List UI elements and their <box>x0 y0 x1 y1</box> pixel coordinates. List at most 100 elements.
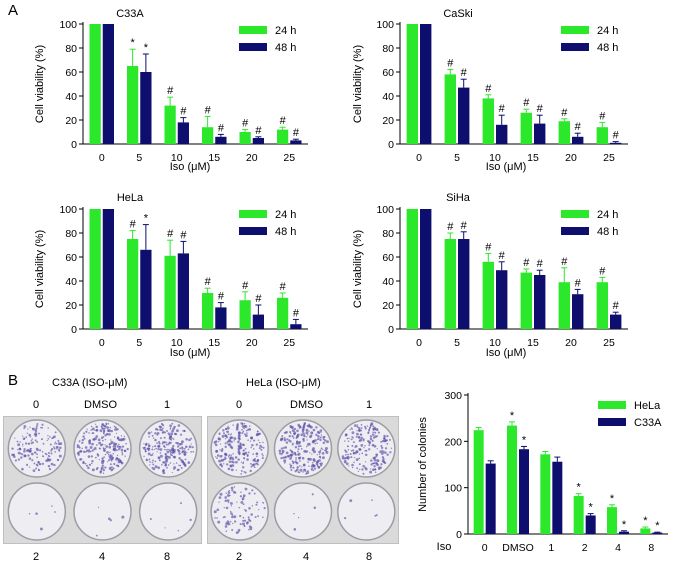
colony <box>352 441 355 444</box>
colony <box>99 471 102 474</box>
colony <box>150 454 152 457</box>
x-tick-label: 15 <box>208 152 220 164</box>
colony <box>22 445 24 447</box>
bar-48-h <box>102 24 114 144</box>
y-tick-label: 60 <box>65 67 77 79</box>
colony <box>39 527 43 531</box>
colony <box>256 432 259 436</box>
colony <box>121 451 123 453</box>
bar-c33a <box>519 449 529 534</box>
colony <box>21 467 24 471</box>
colony <box>309 452 311 454</box>
colony <box>143 455 145 458</box>
colony <box>383 437 386 440</box>
y-tick-label: 40 <box>382 276 394 288</box>
colony <box>257 515 259 518</box>
colony <box>347 449 350 451</box>
colony <box>186 451 188 454</box>
colony <box>308 430 310 432</box>
colony <box>103 456 105 458</box>
x-tick-label: 2 <box>582 542 588 554</box>
photo-title: HeLa (ISO-μM) <box>246 377 321 389</box>
colony <box>364 467 368 471</box>
colony <box>108 517 111 521</box>
bar-group-25: # #25 <box>596 265 622 349</box>
colony <box>262 516 264 519</box>
colony <box>106 433 109 436</box>
colony <box>34 451 36 453</box>
colony <box>153 448 156 451</box>
y-axis-label: Cell viability (%) <box>34 230 46 308</box>
colony <box>227 433 230 436</box>
colony <box>119 445 121 448</box>
colony <box>364 444 366 447</box>
bar-group-0: 0 <box>473 426 496 554</box>
legend-label: 48 h <box>597 42 618 54</box>
colony <box>49 458 52 461</box>
colony <box>261 457 264 460</box>
colony <box>23 454 27 458</box>
bar-24-h <box>596 127 608 144</box>
y-tick-label: 100 <box>59 204 77 216</box>
x-axis-label: Iso (μM) <box>486 347 527 359</box>
colony <box>224 496 228 499</box>
colony <box>373 444 377 448</box>
bar-48-h <box>572 136 584 144</box>
colony <box>120 461 124 465</box>
colony <box>91 427 95 431</box>
colony <box>283 438 287 442</box>
colony <box>147 452 151 456</box>
colony <box>148 444 150 447</box>
colony <box>120 435 123 437</box>
significance-mark: # <box>447 58 454 70</box>
colony <box>311 453 313 455</box>
colony <box>36 453 38 456</box>
colony <box>368 448 371 451</box>
colony <box>41 462 45 465</box>
colony <box>353 424 357 427</box>
colony <box>305 435 308 438</box>
bar-hela <box>607 507 617 534</box>
colony <box>322 438 325 441</box>
colony <box>145 458 148 460</box>
colony <box>261 453 264 456</box>
colony <box>216 454 220 457</box>
bar-48-h <box>102 209 114 329</box>
colony <box>166 466 168 469</box>
colony <box>240 491 242 493</box>
colony <box>250 462 252 465</box>
colony <box>322 449 324 451</box>
colony <box>111 466 113 469</box>
colony <box>303 438 305 440</box>
colony <box>30 452 34 456</box>
bar-48-h <box>252 314 264 329</box>
significance-mark: # <box>280 281 287 293</box>
colony <box>96 444 98 446</box>
colony <box>289 457 292 460</box>
colony <box>82 460 85 463</box>
colony <box>319 455 322 458</box>
colony <box>255 443 259 446</box>
colony <box>97 438 101 442</box>
colony <box>307 458 311 461</box>
significance-mark: * <box>577 482 582 494</box>
x-tick-label: 0 <box>99 337 105 349</box>
colony <box>17 448 19 451</box>
colony <box>251 505 254 507</box>
colony <box>105 445 109 448</box>
colony <box>95 425 98 429</box>
colony <box>175 462 178 464</box>
colony <box>262 454 264 457</box>
legend-label: 24 h <box>275 25 296 37</box>
colony <box>239 495 243 498</box>
colony <box>251 489 254 492</box>
colony <box>231 489 234 492</box>
colony <box>357 428 361 432</box>
colony <box>253 466 256 468</box>
colony <box>359 438 363 442</box>
colony <box>165 441 168 443</box>
colony <box>114 426 117 429</box>
colony <box>157 440 161 444</box>
colony <box>230 436 234 439</box>
